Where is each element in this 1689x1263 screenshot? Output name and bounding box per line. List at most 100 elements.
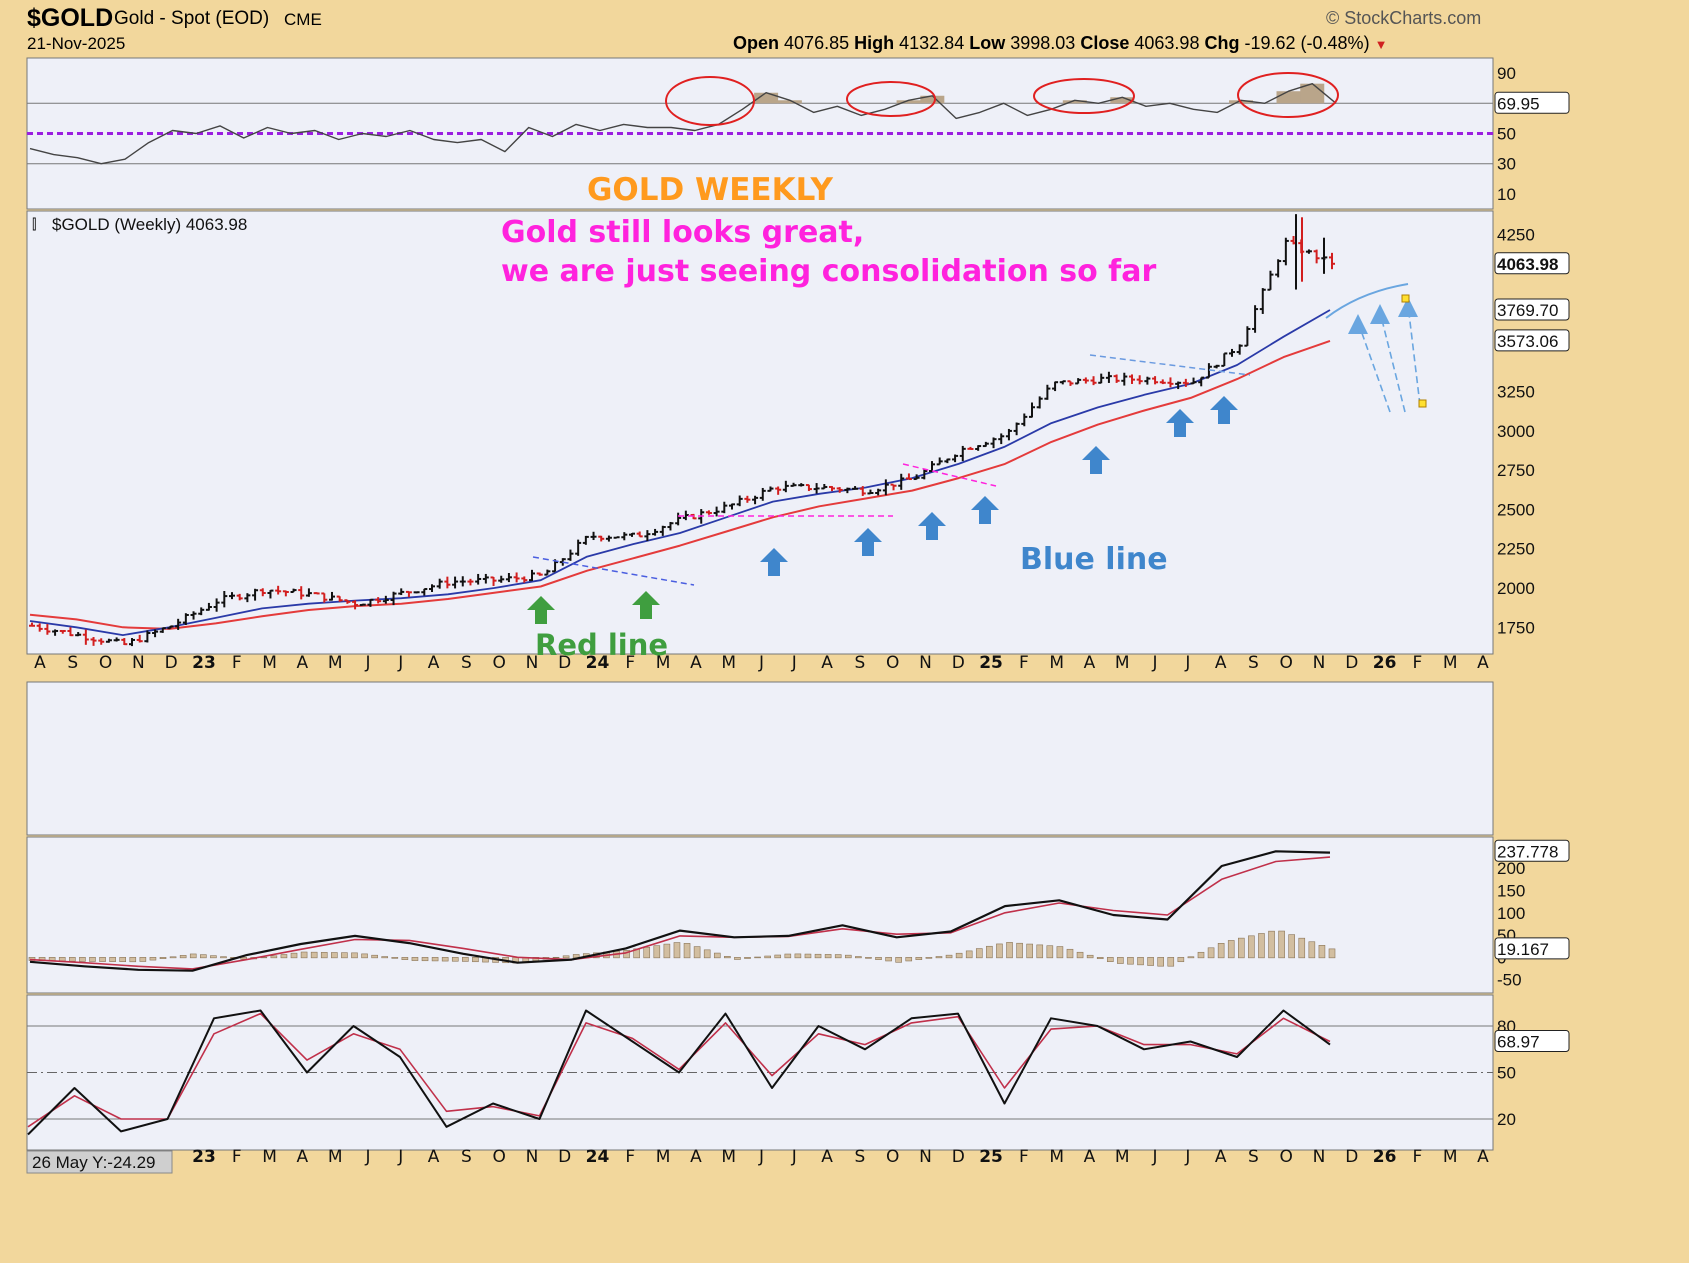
macd-histogram-bar — [1036, 944, 1044, 959]
rsi-tick-label: 10 — [1497, 185, 1516, 204]
macd-histogram-bar — [270, 955, 278, 959]
x-axis-label: A — [1084, 653, 1096, 673]
macd-histogram-bar — [381, 956, 389, 959]
x-axis-label: N — [526, 1147, 539, 1167]
macd-histogram-bar — [814, 953, 822, 959]
blue-up-arrow-icon — [1082, 446, 1110, 474]
projection-arrowhead-icon — [1348, 314, 1368, 334]
close-value: 4063.98 — [1134, 33, 1200, 53]
macd-histogram-bar — [1167, 957, 1175, 967]
macd-histogram-bar — [955, 952, 963, 959]
chart-title: GOLD WEEKLY — [587, 172, 834, 208]
macd-tick-label: 200 — [1497, 859, 1525, 878]
x-axis-label: O — [1280, 1147, 1293, 1167]
rsi-overbought-fill — [896, 100, 921, 104]
exchange: CME — [284, 10, 322, 29]
macd-histogram-bar — [1016, 942, 1023, 959]
macd-histogram-bar — [945, 954, 953, 959]
stoch-last-value: 68.97 — [1497, 1033, 1540, 1052]
projection-arrowhead-icon — [1398, 297, 1418, 317]
rsi-tick-label: 30 — [1497, 155, 1516, 174]
rsi-tick-label: 50 — [1497, 125, 1516, 144]
blue-up-arrow-icon — [1210, 396, 1238, 424]
macd-histogram-bar — [744, 957, 751, 959]
macd-histogram-bar — [331, 952, 338, 959]
x-axis-label: J — [791, 1147, 797, 1167]
price-tick-label-box — [1494, 298, 1570, 321]
macd-hist-value-box — [1494, 937, 1570, 960]
x-axis-label: O — [886, 1147, 899, 1167]
macd-histogram-bar — [1207, 947, 1215, 959]
macd-histogram-bar — [1298, 937, 1306, 959]
x-axis-label: D — [952, 1147, 965, 1167]
macd-panel — [26, 836, 1494, 994]
rsi-overbought-fill — [777, 100, 802, 104]
macd-histogram-bar — [552, 956, 560, 959]
green-up-arrow-icon — [632, 591, 660, 619]
rsi-overbought-fill — [1062, 100, 1087, 104]
x-axis-label: S — [854, 1147, 865, 1167]
macd-histogram-bar — [1086, 954, 1094, 959]
x-axis-label: M — [721, 1147, 736, 1167]
macd-histogram-bar — [1248, 935, 1255, 959]
macd-histogram-bar — [915, 957, 923, 960]
x-axis-label: M — [1115, 1147, 1130, 1167]
down-triangle-icon: ▼ — [1374, 37, 1388, 52]
macd-histogram-bar — [1006, 942, 1013, 959]
x-axis-label: 23 — [192, 1147, 216, 1167]
macd-histogram-bar — [986, 945, 993, 959]
x-axis-label: M — [1049, 653, 1064, 673]
macd-histogram-bar — [1117, 957, 1124, 964]
macd-histogram-bar — [1278, 930, 1285, 959]
x-axis-label: J — [1152, 1147, 1158, 1167]
x-axis-label: M — [721, 653, 736, 673]
macd-histogram-bar — [99, 957, 106, 962]
watermark: © StockCharts.com — [1326, 8, 1482, 28]
macd-histogram-bar — [1227, 940, 1235, 959]
blue-up-arrow-icon — [854, 528, 882, 556]
green-up-arrow-icon — [527, 596, 555, 624]
macd-tick-label: 100 — [1497, 904, 1525, 923]
price-tick-label: 3250 — [1497, 383, 1535, 402]
macd-histogram-bar — [401, 957, 409, 960]
rsi-highlight-circle — [1237, 72, 1339, 118]
macd-histogram-bar — [1076, 951, 1084, 959]
price-tick-label: 2250 — [1497, 540, 1535, 559]
macd-histogram-bar — [885, 957, 892, 962]
macd-histogram-bar — [1197, 951, 1205, 959]
x-axis-label: A — [1215, 1147, 1227, 1167]
macd-histogram-bar — [1288, 934, 1295, 959]
x-axis-label: M — [1115, 653, 1130, 673]
x-axis-label: F — [1019, 653, 1029, 673]
macd-histogram-bar — [361, 953, 368, 959]
ma-blue-line — [29, 309, 1331, 636]
macd-histogram-bar — [129, 957, 137, 963]
macd-histogram-bar — [341, 952, 348, 959]
rsi-overbought-fill — [1276, 91, 1301, 104]
close-label: Close — [1080, 33, 1130, 53]
macd-histogram-bar — [169, 956, 177, 959]
macd-histogram-bar — [1137, 957, 1144, 966]
macd-histogram-bar — [996, 943, 1003, 959]
x-axis-label: 26 — [1373, 653, 1397, 673]
macd-histogram-bar — [784, 953, 792, 959]
x-axis-label: M — [328, 1147, 343, 1167]
x-axis-label: F — [232, 653, 242, 673]
rsi-tick-label: 90 — [1497, 64, 1516, 83]
macd-histogram-bar — [371, 954, 378, 959]
macd-histogram-bar — [1066, 948, 1074, 959]
anchor-point — [1418, 399, 1427, 408]
x-axis-label: F — [1413, 653, 1423, 673]
macd-histogram-bar — [1147, 957, 1154, 966]
red-line-label: Red line — [535, 628, 668, 662]
x-axis-label: J — [397, 1147, 403, 1167]
x-axis-label: O — [492, 653, 505, 673]
macd-histogram-bar — [1056, 946, 1064, 959]
blue-line-label: Blue line — [1020, 542, 1168, 577]
macd-histogram-bar — [391, 957, 399, 959]
macd-histogram-bar — [159, 957, 167, 959]
macd-histogram-bar — [935, 956, 943, 959]
x-axis-label: D — [1345, 1147, 1358, 1167]
x-axis-label: F — [625, 1147, 635, 1167]
